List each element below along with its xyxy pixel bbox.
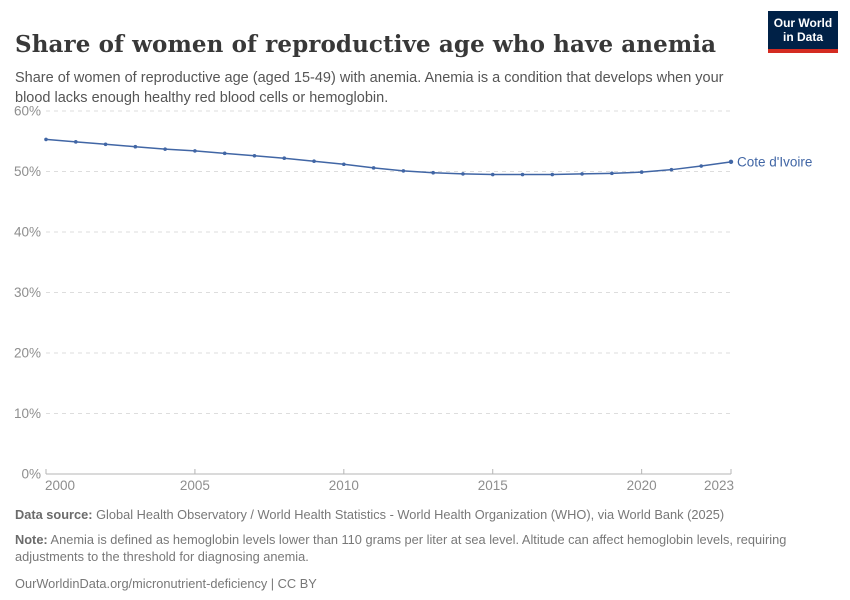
data-point bbox=[73, 140, 78, 144]
note-text: Anemia is defined as hemoglobin levels l… bbox=[15, 531, 787, 565]
data-source-label: Data source: bbox=[15, 507, 93, 522]
x-tick-label: 2010 bbox=[329, 478, 359, 493]
data-line bbox=[45, 138, 732, 176]
chart-footer: Data source: Global Health Observatory /… bbox=[15, 506, 807, 600]
data-point bbox=[282, 156, 287, 160]
data-source-text: Global Health Observatory / World Health… bbox=[92, 507, 725, 522]
owid-logo[interactable]: Our World in Data bbox=[768, 11, 838, 53]
chart-subtitle: Share of women of reproductive age (aged… bbox=[15, 69, 724, 107]
data-point bbox=[44, 137, 48, 142]
data-point bbox=[728, 159, 734, 165]
data-point bbox=[133, 144, 138, 149]
data-point bbox=[252, 153, 257, 158]
y-tick-label: 50% bbox=[14, 164, 41, 179]
y-tick-label: 10% bbox=[14, 406, 41, 421]
data-point bbox=[639, 170, 644, 174]
data-point bbox=[520, 172, 525, 177]
data-point bbox=[490, 172, 495, 177]
y-tick-label: 60% bbox=[14, 104, 41, 119]
data-point bbox=[550, 172, 555, 177]
data-point bbox=[371, 166, 376, 170]
x-tick-label: 2020 bbox=[627, 478, 657, 493]
data-point bbox=[431, 170, 435, 175]
data-point bbox=[103, 142, 108, 147]
data-point bbox=[699, 164, 704, 168]
chart-svg: 0% 10% 20% 30% 40% 50% 60% 2000 2005 2010 2015 2020… bbox=[14, 104, 812, 494]
data-point bbox=[222, 151, 227, 156]
data-point bbox=[401, 169, 406, 173]
note-line: Note: Anemia is defined as hemoglobin le… bbox=[15, 531, 807, 566]
x-tick-label: 2023 bbox=[704, 478, 734, 493]
x-tick-label: 2000 bbox=[45, 478, 75, 493]
data-point bbox=[312, 159, 316, 164]
data-point bbox=[461, 172, 465, 176]
note-label: Note: bbox=[15, 531, 48, 547]
data-point bbox=[342, 162, 346, 167]
page-title: Share of women of reproductive age who h… bbox=[15, 31, 717, 59]
data-point bbox=[193, 149, 197, 153]
y-tick-label: 0% bbox=[21, 467, 41, 482]
x-tick-label: 2015 bbox=[478, 478, 508, 493]
data-point bbox=[610, 171, 614, 176]
data-point bbox=[163, 147, 167, 151]
owid-logo-line1: Our World bbox=[773, 15, 833, 30]
line-chart: 0% 10% 20% 30% 40% 50% 60% 2000 2005 2010 2015 2020… bbox=[0, 100, 850, 500]
data-point bbox=[669, 167, 674, 172]
x-tick-label: 2005 bbox=[180, 478, 210, 493]
owid-logo-line2: in Data bbox=[782, 30, 823, 44]
citation-link[interactable]: OurWorldinData.org/micronutrient-deficie… bbox=[15, 575, 317, 591]
series-label: Cote d'Ivoire bbox=[737, 154, 812, 169]
data-point bbox=[580, 172, 584, 176]
y-tick-label: 30% bbox=[14, 285, 41, 300]
y-tick-label: 20% bbox=[14, 346, 41, 361]
data-source-line: Data source: Global Health Observatory /… bbox=[15, 506, 807, 524]
y-tick-label: 40% bbox=[14, 225, 41, 240]
